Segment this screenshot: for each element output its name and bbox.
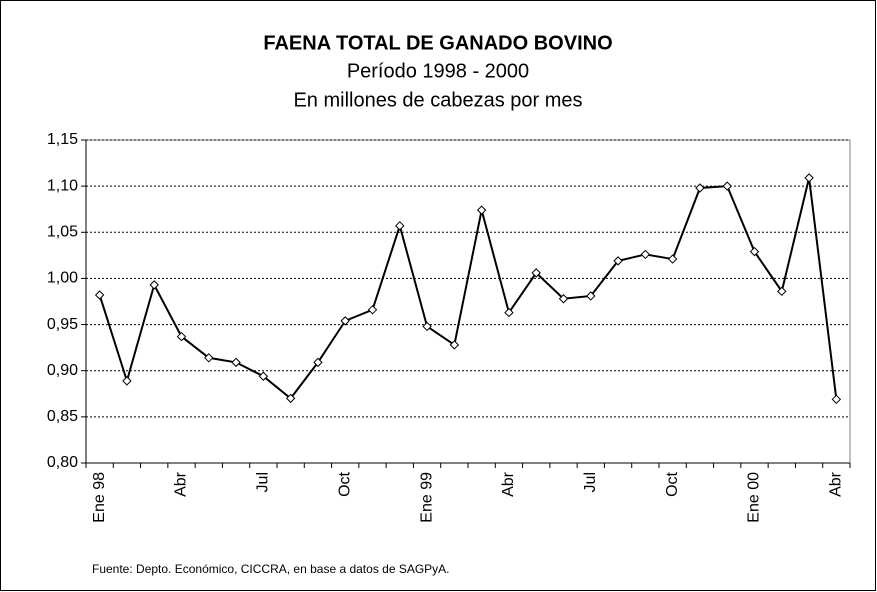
data-point — [285, 393, 296, 404]
data-point — [313, 357, 323, 368]
x-tick-label: Oct — [664, 471, 681, 496]
y-tick-label: 0,85 — [47, 408, 78, 425]
data-point — [695, 183, 705, 193]
data-point — [422, 321, 432, 332]
data-point — [176, 331, 187, 342]
plot-area — [85, 139, 851, 464]
data-point — [340, 316, 350, 326]
x-tick-label: Ene 99 — [418, 472, 435, 523]
data-point — [722, 181, 732, 191]
data-point — [449, 340, 460, 350]
x-tick-label: Jul — [255, 472, 272, 492]
source-note: Fuente: Depto. Económico, CICCRA, en bas… — [92, 562, 450, 576]
data-point — [531, 268, 541, 278]
chart-subtitle: Período 1998 - 2000 — [347, 60, 529, 82]
x-tick-label: Abr — [500, 471, 517, 497]
series-line — [98, 177, 838, 400]
data-point — [749, 246, 760, 257]
data-point — [613, 256, 623, 266]
data-point — [640, 249, 651, 260]
data-point — [367, 305, 378, 315]
data-point — [831, 394, 842, 405]
data-point — [804, 173, 814, 183]
x-tick-label: Jul — [582, 472, 599, 492]
data-point — [476, 205, 487, 215]
y-tick-label: 1,10 — [47, 177, 78, 194]
chart-subtitle: En millones de cabezas por mes — [293, 89, 582, 111]
data-point — [777, 286, 787, 297]
data-point — [149, 280, 159, 290]
chart-title: FAENA TOTAL DE GANADO BOVINO — [263, 32, 612, 54]
y-tick-label: 0,95 — [47, 316, 78, 333]
data-point — [204, 353, 214, 363]
data-point — [667, 254, 678, 264]
x-tick-label: Abr — [173, 471, 190, 497]
y-tick-label: 0,80 — [47, 454, 78, 471]
x-tick-label: Oct — [336, 471, 353, 496]
x-tick-label: Ene 00 — [746, 472, 763, 523]
y-tick-label: 1,00 — [47, 270, 78, 287]
x-tick-label: Ene 98 — [91, 472, 108, 523]
x-tick-label: Abr — [828, 471, 845, 497]
data-point — [94, 290, 105, 300]
y-tick-label: 1,15 — [47, 131, 78, 148]
data-point — [122, 376, 132, 386]
data-point — [586, 291, 596, 301]
data-point — [504, 307, 514, 318]
data-point — [231, 357, 241, 368]
y-tick-label: 1,05 — [47, 224, 78, 241]
data-point — [558, 294, 569, 304]
data-point — [395, 221, 405, 231]
data-point — [258, 371, 269, 381]
y-tick-label: 0,90 — [47, 362, 78, 379]
